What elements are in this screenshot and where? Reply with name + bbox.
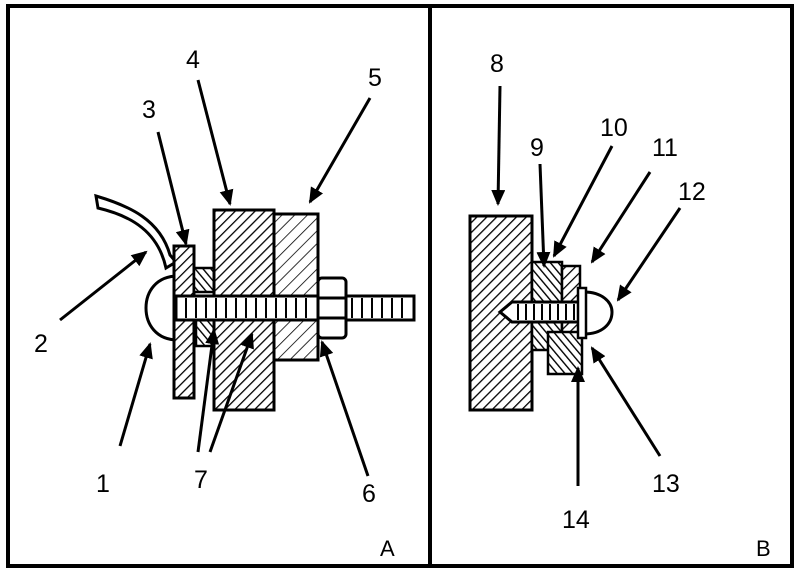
leader-13 [590, 346, 662, 457]
callout-9: 9 [530, 134, 544, 162]
screw-threads [517, 304, 575, 320]
nut [316, 276, 348, 340]
leader-1 [118, 342, 153, 447]
cable [94, 193, 179, 271]
leader-2 [59, 250, 148, 322]
callout-10: 10 [600, 114, 628, 142]
callout-1: 1 [96, 470, 110, 498]
callout-12: 12 [678, 178, 706, 206]
leader-10 [552, 145, 614, 258]
leader-11 [590, 171, 652, 264]
callout-3: 3 [142, 96, 156, 124]
leader-7a [196, 328, 220, 453]
callout-6: 6 [362, 480, 376, 508]
callout-2: 2 [34, 330, 48, 358]
callout-5: 5 [368, 64, 382, 92]
bolt-threads [185, 298, 403, 318]
panel-b: 8 9 10 11 12 13 14 B [468, 50, 771, 561]
panel-5 [272, 212, 320, 362]
leader-7b [208, 332, 254, 453]
leader-8 [491, 85, 506, 206]
panel-b-label: B [756, 536, 771, 561]
washer [576, 286, 588, 340]
screw-head [582, 290, 614, 336]
leader-4 [196, 79, 234, 206]
frame [6, 4, 794, 568]
leader-12 [616, 207, 682, 302]
callout-11: 11 [652, 134, 678, 162]
panel-a: 1 2 3 4 5 6 7 A [34, 46, 416, 561]
callout-13: 13 [652, 470, 680, 498]
callout-4: 4 [186, 46, 200, 74]
leader-9 [536, 163, 551, 268]
leader-5 [308, 97, 372, 204]
panel-a-label: A [380, 536, 395, 561]
callout-14: 14 [562, 506, 590, 534]
leader-6 [319, 340, 370, 477]
leaders-a [59, 79, 372, 477]
callout-8: 8 [490, 50, 504, 78]
bracket-plate [172, 244, 196, 400]
rivet-head [144, 274, 180, 342]
leaders-b [491, 85, 682, 486]
leader-3 [156, 131, 190, 246]
callout-7: 7 [194, 466, 208, 494]
